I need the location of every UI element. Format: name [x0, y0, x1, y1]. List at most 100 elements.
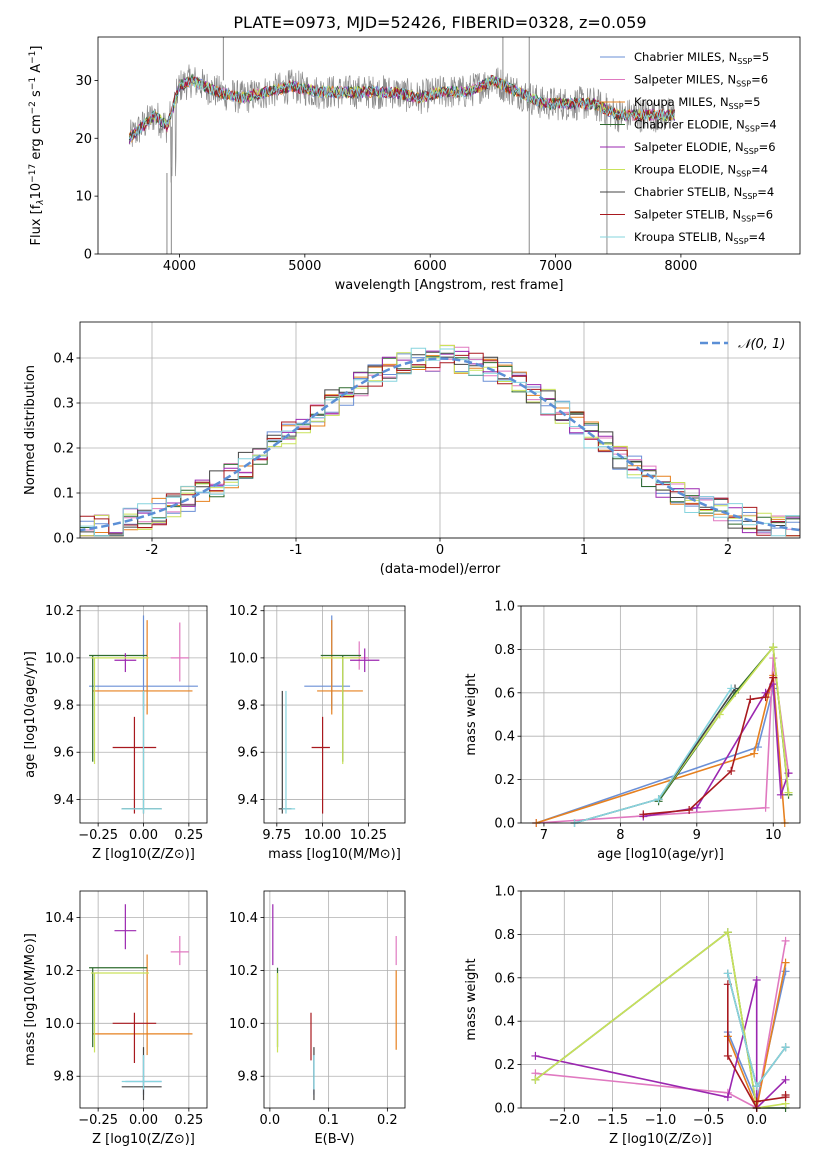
- mass-vs-ebv-panel: 0.0 0.1 0.2 9.8 10.0 10.2 10.4 E(B-V): [229, 890, 406, 1147]
- x-tick-label: −0.25: [78, 828, 118, 843]
- x-tick-label: -2: [146, 543, 159, 558]
- weight-vs-age-plot-area: [532, 643, 793, 827]
- x-axis-label: Z [log10(Z/Z⊙)]: [609, 1132, 712, 1147]
- x-axis-label: Z [log10(Z/Z⊙)]: [92, 847, 195, 862]
- legend-label: Chabrier MILES, NSSP=5: [634, 50, 769, 66]
- weight-marker: [761, 693, 770, 702]
- weight-marker: [639, 810, 648, 819]
- weight-marker: [781, 1090, 790, 1099]
- axes-frame: [79, 321, 801, 539]
- x-tick-label: 8000: [664, 259, 697, 274]
- y-tick-label: 1.0: [494, 600, 515, 615]
- weight-marker: [769, 643, 778, 652]
- y-axis-label: Flux [fλ10−17 erg cm−2 s−1 A−1]: [28, 46, 46, 246]
- y-axis-label: mass weight: [464, 958, 479, 1040]
- x-tick-label: -1: [290, 543, 303, 558]
- y-tick-label: 30: [75, 74, 92, 89]
- y-tick-label: 0.3: [53, 397, 74, 412]
- weight-marker: [746, 695, 755, 704]
- figure-title: PLATE=0973, MJD=52426, FIBERID=0328, z=0…: [233, 13, 646, 32]
- weight-vs-z-panel: −2.0 −1.5 −1.0 −0.5 0.0 0.0 0.2 0.4 0.6 0.8 1.0 Z […: [464, 885, 801, 1147]
- weight-line-salpeter-stelib: [643, 677, 774, 816]
- weight-line-kroupa-miles: [536, 675, 786, 824]
- weight-line-kroupa-elodie: [534, 930, 786, 1109]
- weight-line-salpeter-miles: [535, 940, 787, 1110]
- y-axis-label: mass [log10(M/M⊙)]: [23, 933, 38, 1066]
- weight-line-kroupa-elodie: [657, 645, 790, 800]
- x-tick-label: 0.1: [318, 1113, 339, 1128]
- weight-marker: [781, 1043, 790, 1052]
- y-tick-label: 10.0: [45, 651, 74, 666]
- y-tick-label: 0: [84, 248, 92, 263]
- weight-marker: [769, 654, 778, 663]
- mass-vs-ebv-plot-area: [272, 904, 397, 1101]
- y-tick-label: 10.2: [45, 604, 74, 619]
- axes-frame: [520, 605, 801, 824]
- weight-line-salpeter-miles: [536, 657, 790, 824]
- legend-label: Kroupa STELIB, NSSP=4: [634, 230, 765, 246]
- y-tick-label: 0.4: [53, 352, 74, 367]
- y-tick-label: 0.0: [494, 817, 515, 832]
- weight-marker: [784, 788, 793, 797]
- histograms: [80, 344, 800, 537]
- y-tick-label: 9.4: [53, 793, 74, 808]
- axes-frame: [79, 890, 208, 1109]
- y-tick-label: 10.4: [45, 911, 74, 926]
- legend-label: Salpeter MILES, NSSP=6: [634, 73, 768, 89]
- y-tick-label: 0.8: [494, 643, 515, 658]
- x-tick-label: 0.2: [377, 1113, 398, 1128]
- weight-line-chabrier-miles: [536, 688, 774, 824]
- x-tick-label: −1.0: [645, 1113, 677, 1128]
- y-tick-label: 0.4: [494, 730, 515, 745]
- axes-frame: [520, 890, 801, 1109]
- weight-marker: [723, 928, 732, 937]
- y-tick-label: 10: [75, 190, 92, 205]
- legend-label: Chabrier ELODIE, NSSP=4: [634, 118, 777, 134]
- spectrum-lines: [128, 37, 675, 254]
- age-vs-mass-panel: 9.75 10.00 10.25 9.4 9.6 9.8 10.0 10.2 mass [log…: [229, 604, 406, 862]
- axes-frame: [263, 605, 406, 824]
- legend-label: Kroupa MILES, NSSP=5: [634, 95, 760, 111]
- x-tick-label: 0.00: [129, 1113, 158, 1128]
- weight-marker: [531, 1051, 540, 1060]
- axes-frame: [97, 36, 801, 255]
- y-tick-label: 10.2: [45, 964, 74, 979]
- weight-marker: [723, 1051, 732, 1060]
- weight-marker: [723, 1093, 732, 1102]
- age-vs-z-panel: −0.25 0.00 0.25 9.4 9.6 9.8 10.0 10.2 Z [log10(Z…: [23, 604, 208, 862]
- mass-vs-z-plot-area: [89, 904, 193, 1101]
- y-tick-label: 10.0: [229, 1017, 258, 1032]
- x-tick-label: −0.5: [693, 1113, 725, 1128]
- x-tick-label: 0.0: [746, 1113, 767, 1128]
- x-axis-label: E(B-V): [314, 1132, 354, 1147]
- y-tick-label: 0.1: [53, 487, 74, 502]
- mass-vs-z-points: [89, 904, 193, 1101]
- residuals-plot-area: [80, 344, 800, 537]
- age-vs-z-points: [89, 615, 198, 814]
- spectrum-legend: Chabrier MILES, NSSP=5 Salpeter MILES, NS…: [600, 50, 777, 246]
- y-tick-label: 10.2: [229, 604, 258, 619]
- x-tick-label: 0.25: [174, 828, 203, 843]
- x-tick-label: −1.5: [597, 1113, 629, 1128]
- y-tick-label: 9.6: [53, 746, 74, 761]
- y-tick-label: 9.8: [237, 699, 258, 714]
- x-tick-label: 2: [724, 543, 732, 558]
- x-axis-label: wavelength [Angstrom, rest frame]: [335, 278, 564, 293]
- age-vs-mass-plot-area: [278, 615, 380, 814]
- weight-marker: [781, 936, 790, 945]
- weight-marker: [776, 790, 785, 799]
- x-tick-label: 1: [580, 543, 588, 558]
- y-tick-label: 10.2: [229, 964, 258, 979]
- y-tick-label: 0.2: [494, 773, 515, 788]
- weight-marker: [692, 803, 701, 812]
- x-tick-label: 7: [540, 828, 548, 843]
- spectrum-panel: 4000 5000 6000 7000 8000 0 10 20 30 wavelength [A…: [28, 36, 801, 293]
- y-tick-label: 0.0: [494, 1102, 515, 1117]
- x-tick-label: −0.25: [78, 1113, 118, 1128]
- weight-marker: [750, 749, 759, 758]
- x-tick-label: −2.0: [549, 1113, 581, 1128]
- axes-frame: [79, 605, 208, 824]
- y-tick-label: 9.8: [53, 1070, 74, 1085]
- x-tick-label: 7000: [539, 259, 572, 274]
